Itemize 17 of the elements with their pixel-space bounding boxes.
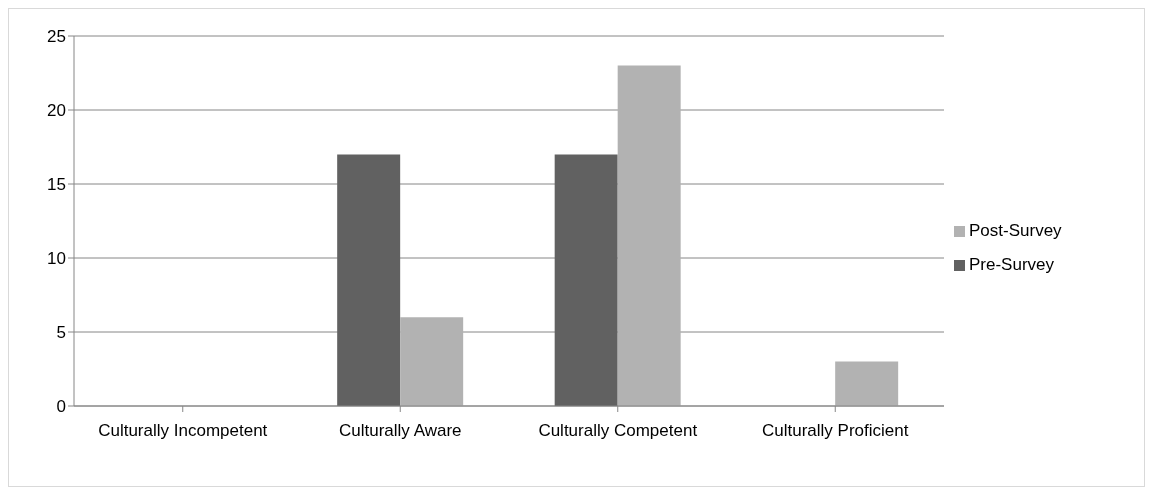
legend-label: Pre-Survey <box>969 254 1055 274</box>
x-tick-label: Culturally Incompetent <box>98 421 268 441</box>
x-tick-label: Culturally Aware <box>338 421 462 441</box>
x-tick-label: Culturally Competent <box>538 421 698 441</box>
bar <box>337 154 401 406</box>
y-tick-label: 0 <box>56 397 66 417</box>
bar <box>554 154 618 406</box>
y-tick-label: 10 <box>47 249 66 269</box>
y-tick-label: 5 <box>56 323 66 343</box>
bar <box>617 65 681 406</box>
y-tick-label: 20 <box>47 101 66 121</box>
x-tick-label: Culturally Proficient <box>762 421 909 441</box>
y-tick-label: 25 <box>47 27 66 47</box>
y-tick-label: 15 <box>47 175 66 195</box>
legend-label: Post-Survey <box>969 220 1062 240</box>
bar <box>835 361 899 406</box>
bar <box>400 317 464 406</box>
